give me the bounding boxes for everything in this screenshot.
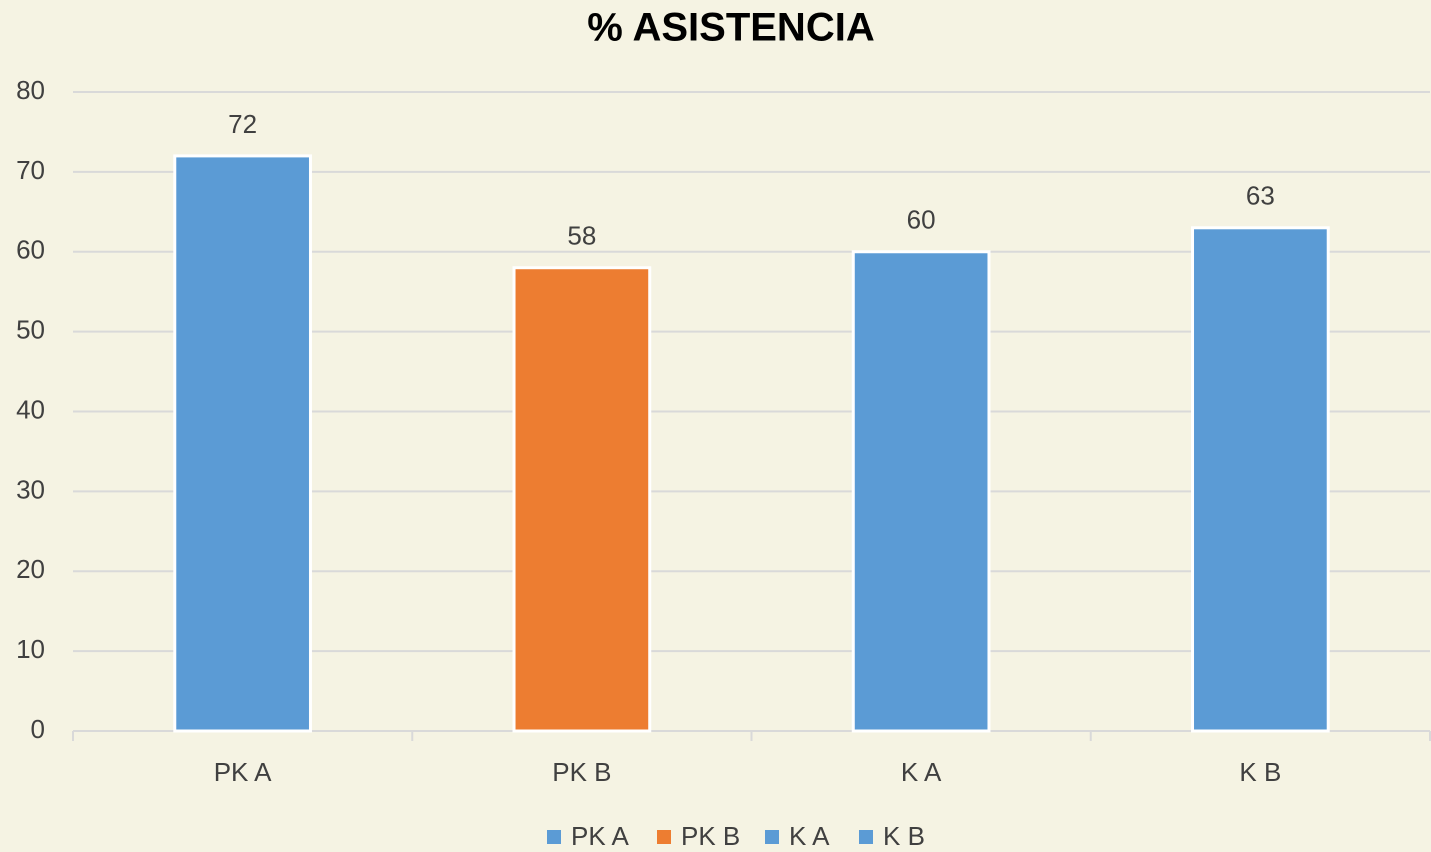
data-label: 60	[907, 205, 936, 235]
data-label: 63	[1246, 181, 1275, 211]
bar	[1191, 226, 1330, 733]
y-tick-label: 40	[16, 394, 45, 424]
y-tick-label: 20	[16, 554, 45, 584]
legend-label: PK B	[681, 821, 740, 851]
legend-swatch	[657, 830, 671, 844]
y-tick-label: 10	[16, 634, 45, 664]
x-tick-label: K B	[1239, 757, 1281, 787]
x-tick-label: PK A	[214, 757, 272, 787]
legend-label: K B	[883, 821, 925, 851]
data-label: 72	[228, 109, 257, 139]
bar	[512, 266, 652, 733]
y-tick-label: 50	[16, 315, 45, 345]
legend-swatch	[547, 830, 561, 844]
x-tick-label: PK B	[552, 757, 611, 787]
y-tick-label: 80	[16, 75, 45, 105]
x-tick-label: K A	[901, 757, 942, 787]
legend-label: PK A	[571, 821, 629, 851]
y-tick-label: 60	[16, 235, 45, 265]
legend-label: K A	[789, 821, 830, 851]
data-label: 58	[567, 221, 596, 251]
y-tick-label: 70	[16, 155, 45, 185]
bar	[173, 154, 312, 733]
legend-swatch	[765, 830, 779, 844]
chart-title: % ASISTENCIA	[587, 6, 874, 50]
legend-swatch	[859, 830, 873, 844]
bar	[851, 250, 991, 733]
y-tick-label: 0	[31, 714, 45, 744]
y-tick-label: 30	[16, 474, 45, 504]
